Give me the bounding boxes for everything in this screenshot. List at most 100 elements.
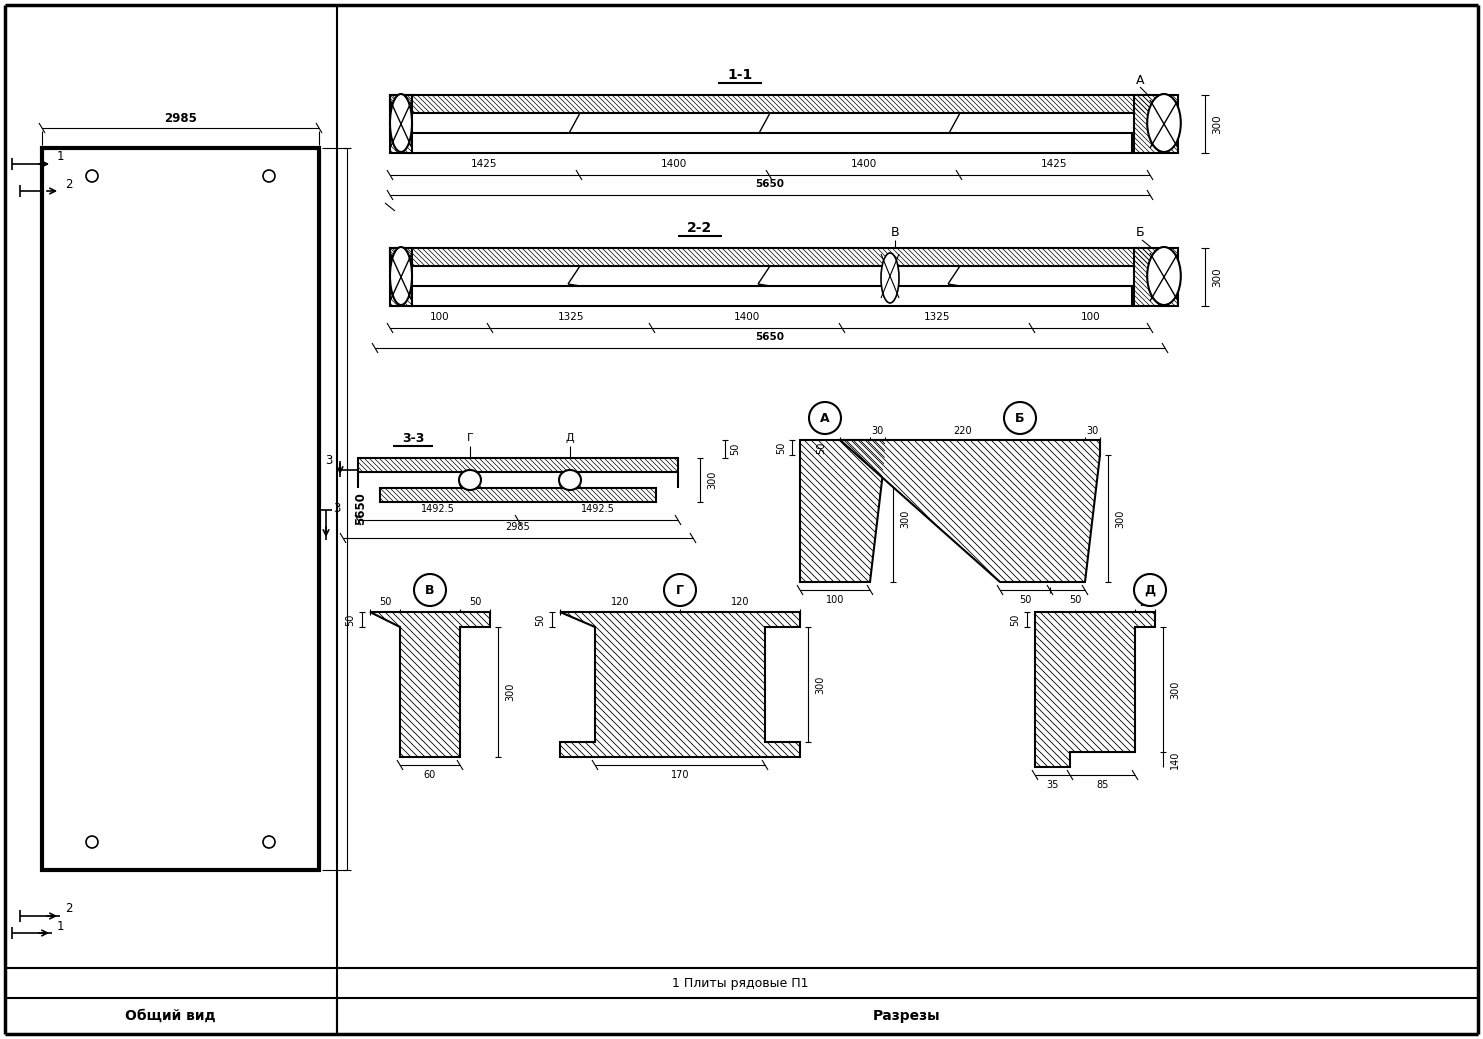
Text: 60: 60 <box>424 770 436 780</box>
Circle shape <box>262 170 274 182</box>
Polygon shape <box>1134 248 1178 307</box>
Text: 50: 50 <box>1010 613 1020 625</box>
Text: 300: 300 <box>1115 509 1126 528</box>
Polygon shape <box>1134 95 1178 153</box>
Text: Б: Б <box>1136 227 1145 240</box>
Text: 100: 100 <box>826 595 844 605</box>
Text: 30: 30 <box>1087 426 1099 436</box>
Text: 50: 50 <box>816 442 826 454</box>
Polygon shape <box>380 488 655 502</box>
Text: 1325: 1325 <box>924 312 951 322</box>
Text: Д: Д <box>565 433 574 443</box>
Circle shape <box>414 574 446 606</box>
Text: 120: 120 <box>731 597 749 607</box>
Text: 1492.5: 1492.5 <box>421 504 455 514</box>
Text: А: А <box>1136 74 1145 86</box>
Text: 300: 300 <box>816 675 825 694</box>
Text: 30: 30 <box>872 426 884 436</box>
Text: 2985: 2985 <box>506 522 531 532</box>
Polygon shape <box>799 439 885 582</box>
Polygon shape <box>408 133 1132 153</box>
Polygon shape <box>390 95 412 153</box>
Text: 2-2: 2-2 <box>688 221 713 235</box>
Text: А: А <box>820 411 830 425</box>
Ellipse shape <box>390 94 412 152</box>
Polygon shape <box>390 248 1149 266</box>
Circle shape <box>810 402 841 434</box>
Text: 2: 2 <box>65 178 73 190</box>
Polygon shape <box>390 95 1149 113</box>
Circle shape <box>86 170 98 182</box>
Ellipse shape <box>559 470 581 490</box>
Text: 50: 50 <box>776 442 786 454</box>
Text: 50: 50 <box>346 613 354 625</box>
Text: 50: 50 <box>730 443 740 455</box>
Ellipse shape <box>881 254 899 303</box>
Circle shape <box>1004 402 1037 434</box>
Text: 1400: 1400 <box>734 312 761 322</box>
Text: 1 Плиты рядовые П1: 1 Плиты рядовые П1 <box>672 977 808 989</box>
Text: Общий вид: Общий вид <box>125 1009 215 1023</box>
Ellipse shape <box>1148 94 1180 152</box>
Text: 1425: 1425 <box>472 159 498 169</box>
Text: 140: 140 <box>1170 750 1180 769</box>
Text: 1425: 1425 <box>1041 159 1068 169</box>
Ellipse shape <box>1148 247 1180 305</box>
Text: Д: Д <box>1145 584 1155 596</box>
Text: 50: 50 <box>1019 595 1031 605</box>
Text: 300: 300 <box>1170 681 1180 698</box>
Text: 100: 100 <box>1081 312 1100 322</box>
Text: 3-3: 3-3 <box>402 431 424 445</box>
Text: 20: 20 <box>1139 598 1151 608</box>
Text: 120: 120 <box>611 597 629 607</box>
Polygon shape <box>839 439 1100 582</box>
Polygon shape <box>408 286 1132 307</box>
Text: 85: 85 <box>1096 780 1109 790</box>
Text: 300: 300 <box>506 683 515 701</box>
Text: 300: 300 <box>1212 267 1222 287</box>
Polygon shape <box>390 248 412 307</box>
Text: 1-1: 1-1 <box>727 68 753 82</box>
Text: Б: Б <box>1016 411 1025 425</box>
Text: 1492.5: 1492.5 <box>581 504 615 514</box>
Polygon shape <box>357 458 678 472</box>
Text: 300: 300 <box>1212 114 1222 134</box>
Circle shape <box>262 836 274 848</box>
Polygon shape <box>561 612 799 757</box>
Circle shape <box>86 836 98 848</box>
Text: В: В <box>426 584 435 596</box>
Text: Разрезы: Разрезы <box>873 1009 940 1023</box>
Polygon shape <box>369 612 489 757</box>
Polygon shape <box>42 148 319 870</box>
Text: 1400: 1400 <box>661 159 687 169</box>
Text: 300: 300 <box>707 471 716 489</box>
Text: 300: 300 <box>900 509 911 528</box>
Text: 50: 50 <box>1069 595 1081 605</box>
Text: Г: Г <box>467 433 473 443</box>
Text: 50: 50 <box>535 613 544 625</box>
Text: 1400: 1400 <box>851 159 876 169</box>
Text: 3: 3 <box>326 453 334 467</box>
Text: 170: 170 <box>670 770 690 780</box>
Text: 220: 220 <box>954 426 971 436</box>
Text: 100: 100 <box>430 312 449 322</box>
Circle shape <box>664 574 696 606</box>
Text: 50: 50 <box>378 597 392 607</box>
Circle shape <box>1134 574 1166 606</box>
Polygon shape <box>1035 612 1155 767</box>
Text: 50: 50 <box>469 597 480 607</box>
Text: 35: 35 <box>1047 780 1059 790</box>
Ellipse shape <box>460 470 480 490</box>
Text: 1325: 1325 <box>558 312 584 322</box>
Ellipse shape <box>390 247 412 305</box>
Text: 2: 2 <box>65 903 73 915</box>
Text: 5650: 5650 <box>755 332 785 342</box>
Text: 5650: 5650 <box>755 179 785 189</box>
Text: 2985: 2985 <box>165 111 197 125</box>
Text: 3: 3 <box>334 502 341 514</box>
Text: 1: 1 <box>56 151 64 163</box>
Text: 5650: 5650 <box>354 492 368 526</box>
Text: Г: Г <box>676 584 684 596</box>
Text: В: В <box>891 227 899 240</box>
Text: 1: 1 <box>56 920 64 932</box>
